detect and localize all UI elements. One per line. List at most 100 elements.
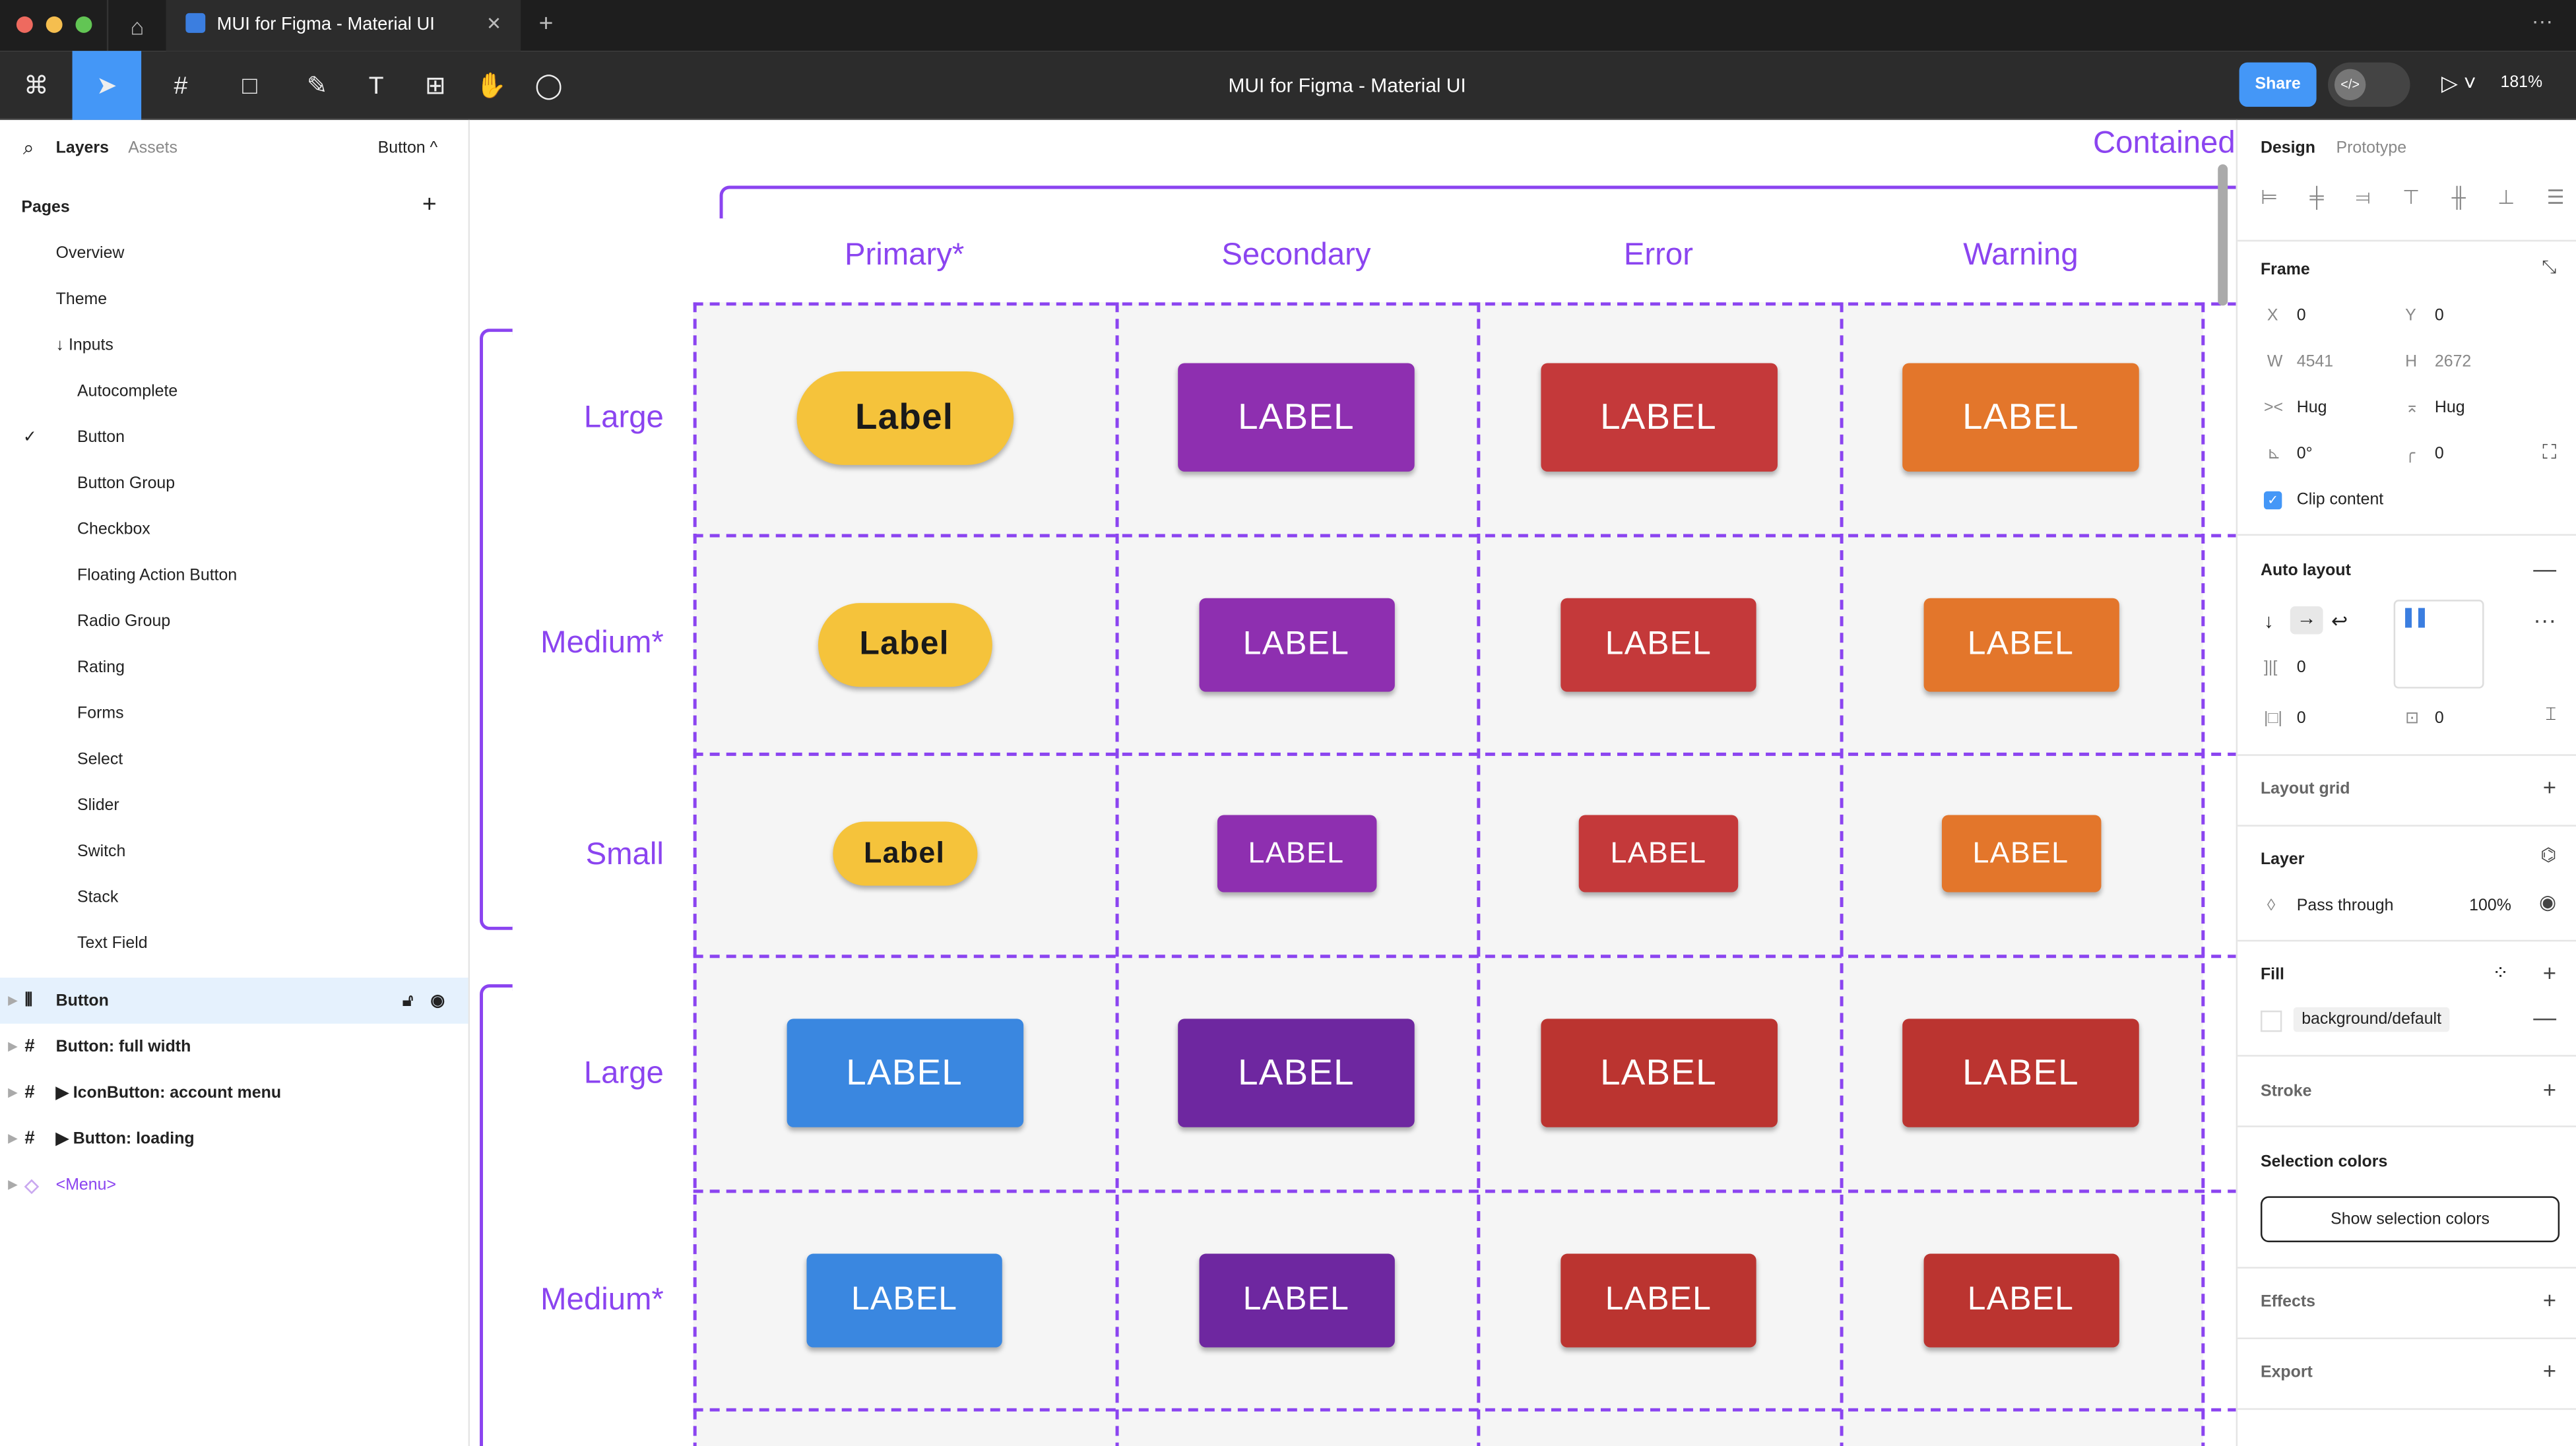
mui-button[interactable]: LABEL [786,1019,1023,1127]
frame-tool-icon[interactable]: # [174,71,188,100]
align-left-icon[interactable]: ⊨ [2260,185,2278,209]
align-top-icon[interactable]: ⊤ [2402,185,2420,209]
maximize-window-button[interactable] [75,16,92,33]
add-fill-icon[interactable]: + [2542,959,2557,986]
mui-button[interactable]: LABEL [1902,363,2139,472]
page-item[interactable]: Stack [77,889,119,907]
close-window-button[interactable] [16,16,33,33]
more-options-icon[interactable]: ··· [2533,606,2557,633]
page-item[interactable]: Autocomplete [77,383,178,401]
horizontal-padding-field[interactable]: 0 [2296,710,2306,728]
page-item[interactable]: Theme [55,290,108,309]
fill-swatch[interactable] [2260,1010,2282,1032]
page-item[interactable]: Radio Group [77,613,171,631]
mui-button[interactable]: LABEL [1178,363,1415,472]
distribute-icon[interactable]: ☰ [2546,185,2565,209]
scrollbar[interactable] [2218,164,2228,306]
style-icon[interactable]: ⁘ [2492,961,2509,985]
page-item[interactable]: Switch [77,842,126,862]
expand-caret-icon[interactable]: ▶ [8,1179,17,1191]
search-icon[interactable]: ⌕ [22,136,34,160]
expand-caret-icon[interactable]: ▶ [8,1133,17,1146]
mui-button[interactable]: LABEL [1923,597,2119,691]
mui-button[interactable]: LABEL [1198,1253,1394,1347]
mui-button[interactable]: LABEL [1540,1019,1777,1127]
height-mode-select[interactable]: Hug [2434,399,2465,418]
page-item[interactable]: Overview [55,245,125,263]
y-field[interactable]: 0 [2434,307,2444,326]
zoom-level[interactable]: 181% [2500,74,2543,92]
more-icon[interactable]: ··· [2531,8,2554,33]
expand-caret-icon[interactable]: ▶ [8,1087,17,1100]
main-menu-icon[interactable]: ⌘ [24,72,49,100]
frame-title[interactable]: Frame [2260,261,2310,280]
mui-button[interactable]: Label [832,821,977,885]
hand-tool-icon[interactable]: ✋ [476,72,507,100]
layer-row[interactable]: ▶ ◇ <Menu> [0,1162,468,1208]
horizontal-direction-icon[interactable]: → [2290,606,2323,635]
mui-button[interactable]: LABEL [1578,814,1739,892]
width-mode-select[interactable]: Hug [2296,399,2327,418]
tab-prototype[interactable]: Prototype [2336,139,2407,158]
opacity-field[interactable]: 100% [2469,897,2511,916]
mui-button[interactable]: LABEL [1923,1253,2119,1347]
radius-field[interactable]: 0 [2434,445,2444,464]
add-layout-grid-icon[interactable]: + [2542,774,2557,801]
blend-mode-select[interactable]: Pass through [2296,897,2394,916]
page-item[interactable]: Floating Action Button [77,567,238,585]
resources-icon[interactable]: ⊞ [425,72,446,100]
vertical-padding-field[interactable]: 0 [2434,710,2444,728]
layer-row[interactable]: ▶ # ▶ Button: loading [0,1116,468,1162]
mui-button[interactable]: LABEL [806,1253,1002,1347]
layer-row[interactable]: ▶ ⦀ Button 🔓︎ ◉ [0,978,468,1024]
page-selector[interactable]: Button ^ [377,139,438,158]
dev-mode-toggle[interactable]: </> [2328,62,2410,107]
page-item[interactable]: Checkbox [77,520,150,540]
remove-auto-layout-icon[interactable]: — [2533,555,2557,582]
canvas[interactable]: Contained Primary* Secondary Error Warning L… [470,119,2236,1446]
mui-button[interactable]: Label [817,602,992,686]
expand-caret-icon[interactable]: ▶ [8,1042,17,1053]
shape-tool-icon[interactable]: □ [242,71,257,100]
x-field[interactable]: 0 [2296,307,2306,326]
mui-button[interactable]: Label [796,370,1013,464]
fill-style[interactable]: background/default [2293,1007,2450,1032]
rotation-field[interactable]: 0° [2296,445,2313,464]
align-center-h-icon[interactable]: ╪ [2309,185,2324,209]
unlock-icon[interactable]: 🔓︎ [402,991,414,1010]
mui-button[interactable]: LABEL [1216,814,1376,892]
vertical-direction-icon[interactable]: ↓ [2263,610,2274,633]
add-page-icon[interactable]: + [422,190,437,219]
text-tool-icon[interactable]: T [368,71,384,100]
clip-content-checkbox[interactable]: ✓ [2263,491,2282,510]
comment-tool-icon[interactable]: ◯ [534,72,563,100]
page-item[interactable]: Slider [77,797,119,815]
expand-caret-icon[interactable]: ▶ [8,995,17,1007]
page-item[interactable]: Button [77,429,125,447]
tab-layers[interactable]: Layers [55,139,109,158]
pen-tool-icon[interactable]: ✎ [306,72,328,100]
tab-assets[interactable]: Assets [128,139,177,158]
width-field[interactable]: 4541 [2296,353,2334,371]
mui-button[interactable]: LABEL [1941,814,2101,892]
layer-row[interactable]: ▶ # Button: full width [0,1024,468,1070]
mui-button[interactable]: LABEL [1178,1019,1415,1127]
home-icon[interactable]: ⌂ [106,0,166,51]
height-field[interactable]: 2672 [2434,353,2472,371]
mui-button[interactable]: LABEL [1561,1253,1756,1347]
page-item[interactable]: Forms [77,705,124,723]
page-item[interactable]: Select [77,751,123,769]
page-item[interactable]: Button Group [77,474,176,493]
add-effect-icon[interactable]: + [2542,1286,2557,1313]
independent-corners-icon[interactable]: ⛶ [2542,440,2557,464]
page-item[interactable]: Text Field [77,935,148,953]
tab-design[interactable]: Design [2260,139,2315,158]
page-item[interactable]: Rating [77,658,125,677]
close-tab-icon[interactable]: ✕ [486,15,501,35]
page-item[interactable]: ↓ Inputs [55,336,113,356]
show-selection-colors-button[interactable]: Show selection colors [2260,1196,2560,1243]
resize-to-fit-icon[interactable]: ⤡ [2542,258,2557,278]
mui-button[interactable]: LABEL [1902,1019,2139,1127]
minimize-window-button[interactable] [46,16,63,33]
gap-field[interactable]: 0 [2296,658,2306,677]
